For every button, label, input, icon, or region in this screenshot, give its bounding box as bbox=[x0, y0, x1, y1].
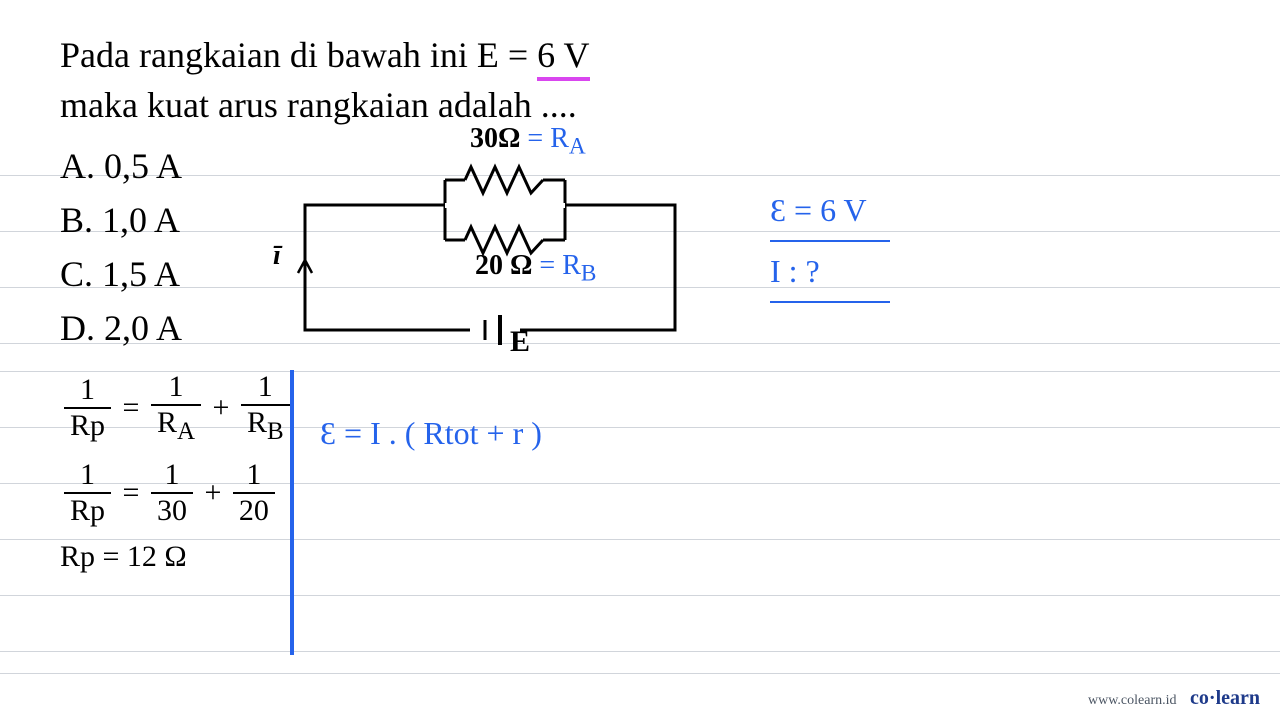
question-line-1: Pada rangkaian di bawah ini E = 6 V bbox=[60, 30, 1220, 80]
r-bot-annot: = RB bbox=[539, 250, 596, 281]
question-line-2: maka kuat arus rangkaian adalah .... bbox=[60, 80, 1220, 130]
question-prefix: Pada rangkaian di bawah ini E = bbox=[60, 35, 537, 75]
footer: www.colearn.id co·learn bbox=[1088, 687, 1260, 710]
given-values: Ɛ = 6 V I : ? bbox=[770, 185, 890, 307]
vertical-divider bbox=[290, 370, 294, 655]
given-emf: Ɛ = 6 V bbox=[770, 185, 890, 236]
work-eq1: 1Rp = 1RA + 1RB bbox=[60, 370, 294, 446]
current-label: ī bbox=[273, 240, 281, 272]
given-current: I : ? bbox=[770, 246, 890, 297]
r-bot-label: 20 Ω bbox=[475, 250, 532, 281]
footer-brand: co·learn bbox=[1190, 687, 1260, 709]
footer-url: www.colearn.id bbox=[1088, 693, 1177, 708]
underlined-value: 6 V bbox=[537, 35, 589, 81]
circuit-diagram: 30Ω = RA 20 Ω = RB ī E bbox=[295, 135, 695, 355]
source-label: E bbox=[510, 325, 530, 359]
formula: Ɛ = I . ( Rtot + r ) bbox=[320, 415, 542, 452]
work-calculations: 1Rp = 1RA + 1RB 1Rp = 130 + 120 Rp = 12 … bbox=[60, 370, 294, 574]
work-eq2: 1Rp = 130 + 120 bbox=[60, 458, 294, 528]
r-top-annot: = RA bbox=[527, 123, 585, 154]
r-top-label: 30Ω bbox=[470, 123, 520, 154]
work-eq3: Rp = 12 Ω bbox=[60, 540, 294, 574]
